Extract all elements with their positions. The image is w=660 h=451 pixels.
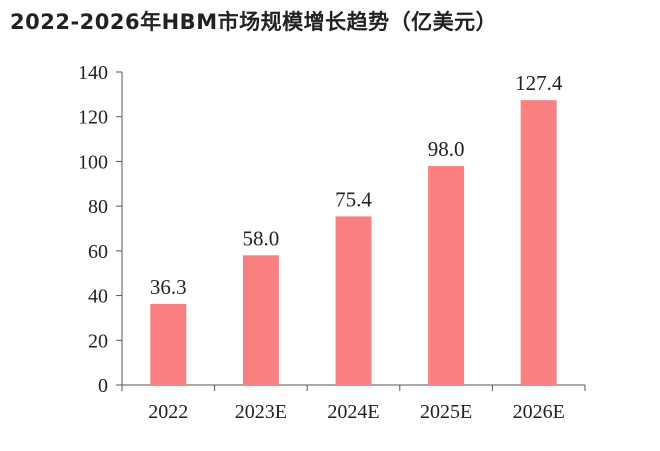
bar bbox=[335, 216, 372, 385]
x-tick-label: 2026E bbox=[513, 401, 565, 423]
bars bbox=[150, 100, 557, 386]
bar bbox=[520, 100, 557, 386]
y-tick-label: 120 bbox=[78, 107, 108, 129]
bar bbox=[428, 165, 465, 385]
y-tick-label: 40 bbox=[88, 286, 108, 308]
x-tick-label: 2024E bbox=[327, 401, 379, 423]
y-tick-label: 60 bbox=[88, 241, 108, 263]
y-tick-label: 100 bbox=[78, 151, 108, 173]
data-label: 75.4 bbox=[335, 187, 372, 211]
y-tick-label: 0 bbox=[98, 375, 108, 397]
chart-title: 2022-2026年HBM市场规模增长趋势（亿美元） bbox=[10, 10, 498, 34]
bar bbox=[150, 303, 187, 385]
y-tick-label: 140 bbox=[78, 62, 108, 84]
x-tick-label: 2023E bbox=[235, 401, 287, 423]
labels: 2022 36.3 2023E 58.0 2024E 75.4 2025E 98.0 2026E… bbox=[148, 71, 565, 423]
x-tick-label: 2025E bbox=[420, 401, 472, 423]
data-label: 58.0 bbox=[243, 226, 280, 250]
data-label: 36.3 bbox=[150, 275, 187, 299]
bar bbox=[242, 255, 279, 385]
data-label: 127.4 bbox=[515, 71, 563, 95]
x-tick-label: 2022 bbox=[148, 401, 188, 423]
data-label: 98.0 bbox=[428, 137, 465, 161]
y-tick-label: 80 bbox=[88, 196, 108, 218]
y-tick-label: 20 bbox=[88, 330, 108, 352]
